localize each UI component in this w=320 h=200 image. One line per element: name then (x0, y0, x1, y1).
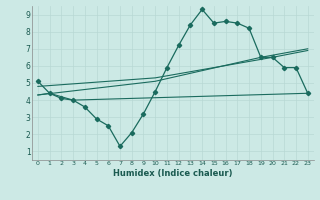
X-axis label: Humidex (Indice chaleur): Humidex (Indice chaleur) (113, 169, 233, 178)
